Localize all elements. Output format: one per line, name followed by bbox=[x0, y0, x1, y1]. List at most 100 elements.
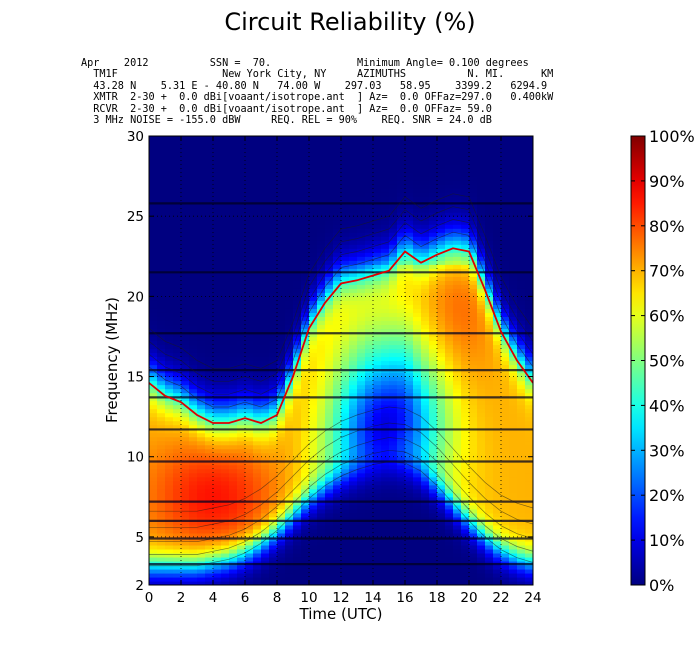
heatmap-cell bbox=[213, 580, 222, 585]
heatmap-cell bbox=[173, 504, 182, 510]
heatmap-cell bbox=[269, 452, 278, 458]
heatmap-cell bbox=[477, 180, 486, 185]
heatmap-cell bbox=[309, 412, 318, 418]
heatmap-cell bbox=[285, 528, 294, 534]
heatmap-cell bbox=[429, 444, 438, 450]
heatmap-cell bbox=[261, 320, 270, 326]
heatmap-cell bbox=[213, 260, 222, 265]
heatmap-cell bbox=[157, 400, 166, 406]
heatmap-cell bbox=[149, 428, 158, 434]
heatmap-cell bbox=[365, 452, 374, 458]
heatmap-cell bbox=[477, 576, 486, 582]
heatmap-cell bbox=[245, 572, 254, 578]
heatmap-cell bbox=[429, 380, 438, 386]
heatmap-cell bbox=[317, 384, 326, 390]
heatmap-cell bbox=[461, 380, 470, 386]
heatmap-cell bbox=[157, 340, 166, 346]
heatmap-cell bbox=[277, 500, 286, 506]
heatmap-cell bbox=[477, 504, 486, 510]
heatmap-cell bbox=[261, 232, 270, 237]
heatmap-cell bbox=[325, 332, 334, 338]
heatmap-cell bbox=[469, 240, 478, 245]
heatmap-cell bbox=[213, 292, 222, 297]
heatmap-cell bbox=[277, 232, 286, 237]
heatmap-cell bbox=[229, 428, 238, 434]
heatmap-cell bbox=[237, 380, 246, 386]
heatmap-cell bbox=[181, 380, 190, 386]
heatmap-cell bbox=[405, 472, 414, 478]
heatmap-cell bbox=[349, 564, 358, 570]
heatmap-cell bbox=[245, 316, 254, 322]
heatmap-cell bbox=[453, 164, 462, 169]
heatmap-cell bbox=[301, 188, 310, 193]
heatmap-cell bbox=[213, 348, 222, 354]
heatmap-cell bbox=[221, 572, 230, 578]
heatmap-cell bbox=[333, 472, 342, 478]
heatmap-cell bbox=[197, 280, 206, 285]
heatmap-cell bbox=[309, 212, 318, 217]
heatmap-cell bbox=[381, 512, 390, 518]
heatmap-cell bbox=[413, 288, 422, 293]
heatmap-cell bbox=[181, 284, 190, 289]
heatmap-cell bbox=[357, 568, 366, 574]
heatmap-cell bbox=[365, 268, 374, 273]
heatmap-cell bbox=[493, 424, 502, 430]
heatmap-cell bbox=[165, 272, 174, 277]
heatmap-cell bbox=[293, 312, 302, 317]
heatmap-cell bbox=[293, 384, 302, 390]
heatmap-cell bbox=[429, 140, 438, 145]
heatmap-cell bbox=[229, 436, 238, 442]
heatmap-cell bbox=[357, 172, 366, 177]
heatmap-cell bbox=[349, 376, 358, 382]
heatmap-cell bbox=[365, 516, 374, 522]
heatmap-cell bbox=[413, 256, 422, 261]
heatmap-cell bbox=[205, 376, 214, 382]
heatmap-cell bbox=[357, 480, 366, 486]
heatmap-cell bbox=[373, 452, 382, 458]
heatmap-cell bbox=[477, 292, 486, 297]
heatmap-cell bbox=[333, 152, 342, 157]
heatmap-cell bbox=[197, 448, 206, 454]
heatmap-cell bbox=[421, 204, 430, 209]
heatmap-cell bbox=[221, 444, 230, 450]
heatmap-cell bbox=[157, 460, 166, 466]
heatmap-cell bbox=[341, 428, 350, 434]
heatmap-cell bbox=[165, 196, 174, 201]
heatmap-cell bbox=[405, 452, 414, 458]
heatmap-cell bbox=[285, 540, 294, 546]
heatmap-cell bbox=[261, 236, 270, 241]
heatmap-cell bbox=[405, 384, 414, 390]
heatmap-cell bbox=[405, 216, 414, 221]
heatmap-cell bbox=[357, 136, 366, 141]
heatmap-cell bbox=[485, 164, 494, 169]
heatmap-cell bbox=[397, 256, 406, 261]
heatmap-cell bbox=[253, 144, 262, 149]
heatmap-cell bbox=[381, 416, 390, 422]
heatmap-cell bbox=[453, 168, 462, 173]
heatmap-cell bbox=[229, 316, 238, 322]
heatmap-cell bbox=[293, 208, 302, 213]
heatmap-cell bbox=[253, 432, 262, 438]
heatmap-cell bbox=[437, 540, 446, 546]
heatmap-cell bbox=[261, 544, 270, 550]
heatmap-cell bbox=[285, 412, 294, 418]
heatmap-cell bbox=[205, 572, 214, 578]
heatmap-cell bbox=[277, 516, 286, 522]
heatmap-cell bbox=[301, 576, 310, 582]
heatmap-cell bbox=[293, 272, 302, 277]
heatmap-cell bbox=[405, 456, 414, 462]
heatmap-cell bbox=[253, 556, 262, 562]
heatmap-cell bbox=[221, 392, 230, 398]
heatmap-cell bbox=[365, 136, 374, 141]
heatmap-cell bbox=[269, 364, 278, 370]
heatmap-cell bbox=[477, 460, 486, 466]
heatmap-cell bbox=[301, 156, 310, 161]
heatmap-cell bbox=[365, 192, 374, 197]
heatmap-cell bbox=[325, 232, 334, 237]
heatmap-cell bbox=[221, 336, 230, 342]
heatmap-cell bbox=[165, 204, 174, 209]
heatmap-cell bbox=[261, 328, 270, 334]
heatmap-cell bbox=[261, 136, 270, 141]
heatmap-cell bbox=[253, 276, 262, 281]
heatmap-cell bbox=[429, 544, 438, 550]
